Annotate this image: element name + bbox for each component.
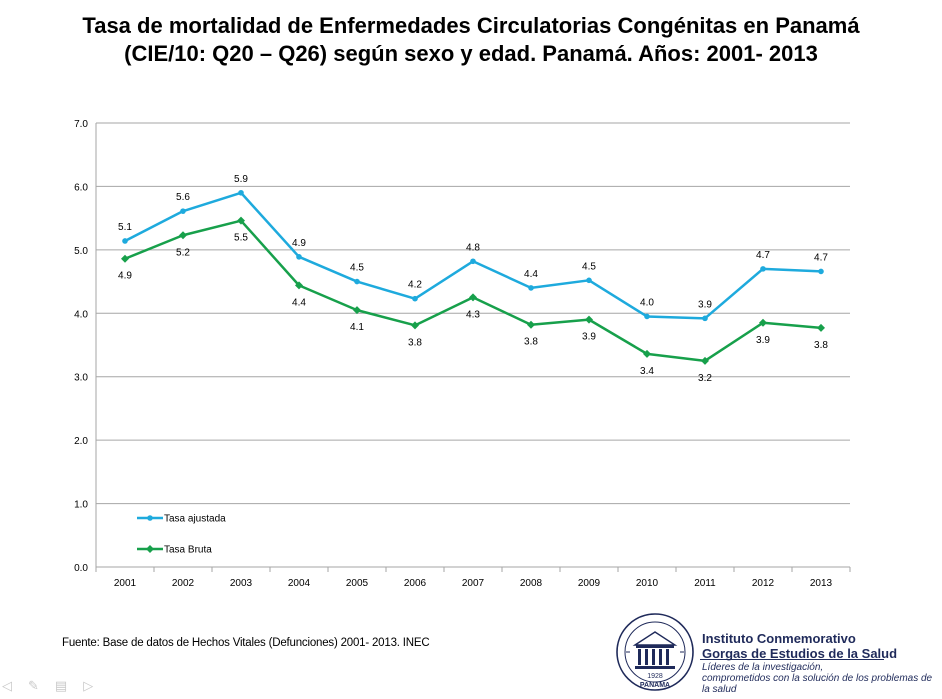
source-note: Fuente: Base de datos de Hechos Vitales … — [62, 637, 430, 649]
chart-title-line2: (CIE/10: Q20 – Q26) según sexo y edad. P… — [124, 41, 818, 66]
data-label: 4.8 — [466, 242, 480, 253]
data-label: 3.4 — [640, 366, 654, 377]
x-tick-label: 2008 — [520, 578, 543, 589]
data-label: 3.9 — [698, 299, 712, 310]
data-point — [411, 321, 419, 330]
data-label: 4.5 — [350, 263, 364, 274]
x-tick-label: 2013 — [810, 578, 833, 589]
data-point — [122, 238, 128, 244]
data-point — [412, 295, 418, 302]
data-point — [586, 277, 592, 284]
data-point — [817, 323, 825, 332]
institution-name: Instituto Conmemorativo Gorgas de Estudi… — [702, 631, 898, 661]
data-label: 4.2 — [408, 280, 422, 291]
x-tick-label: 2006 — [404, 578, 427, 589]
data-point — [121, 254, 129, 263]
data-point — [759, 318, 767, 327]
x-tick-label: 2002 — [172, 578, 195, 589]
data-label: 5.6 — [176, 192, 190, 203]
y-tick-label: 5.0 — [74, 246, 88, 257]
data-label: 4.7 — [756, 250, 770, 261]
next-slide-icon[interactable]: ▷ — [83, 678, 94, 693]
data-point — [180, 208, 186, 214]
y-tick-label: 1.0 — [74, 500, 88, 511]
data-label: 3.8 — [524, 337, 538, 348]
y-tick-label: 6.0 — [74, 182, 88, 193]
legend-label: Tasa Bruta — [164, 545, 212, 556]
data-label: 3.9 — [582, 332, 596, 343]
data-point — [469, 293, 477, 302]
x-tick-label: 2001 — [114, 578, 137, 589]
y-tick-label: 0.0 — [74, 563, 88, 574]
data-point — [238, 189, 244, 196]
data-label: 3.2 — [698, 373, 712, 384]
data-point — [179, 231, 187, 240]
data-point — [585, 315, 593, 324]
data-point — [644, 313, 650, 320]
data-label: 3.8 — [408, 337, 422, 348]
x-tick-label: 2010 — [636, 578, 659, 589]
legend-marker — [147, 515, 153, 521]
y-tick-label: 3.0 — [74, 373, 88, 384]
data-point — [528, 285, 534, 291]
seal-label: PANAMA — [640, 682, 670, 689]
legend-label: Tasa ajustada — [164, 514, 226, 525]
seal-year: 1928 — [647, 673, 663, 680]
data-label: 4.5 — [582, 261, 596, 272]
data-point — [354, 278, 360, 285]
data-label: 3.9 — [756, 335, 770, 346]
data-point — [353, 306, 361, 315]
institution-tagline: Líderes de la investigación, comprometid… — [702, 662, 933, 695]
data-label: 5.9 — [234, 174, 248, 185]
data-point — [643, 349, 651, 358]
data-label: 4.7 — [814, 252, 828, 263]
data-point — [527, 320, 535, 329]
institution-seal-logo: 1928 PANAMA — [616, 613, 694, 691]
x-tick-label: 2004 — [288, 578, 311, 589]
y-tick-label: 2.0 — [74, 436, 88, 447]
data-point — [237, 216, 245, 225]
data-point — [760, 266, 766, 272]
data-label: 4.9 — [292, 238, 306, 249]
institution-divider — [700, 659, 884, 660]
data-point — [295, 281, 303, 290]
x-tick-label: 2011 — [694, 578, 716, 589]
data-label: 5.2 — [176, 247, 190, 258]
legend-marker — [146, 545, 154, 553]
previous-slide-icon[interactable]: ◁ — [2, 678, 12, 693]
data-point — [296, 254, 302, 260]
menu-icon[interactable]: ▤ — [54, 678, 68, 693]
data-label: 4.1 — [350, 322, 364, 333]
slide-nav-controls[interactable]: ◁ ✎ ▤ ▷ — [2, 678, 93, 694]
x-tick-label: 2009 — [578, 578, 601, 589]
data-label: 4.0 — [640, 297, 654, 308]
chart-title: Tasa de mortalidad de Enfermedades Circu… — [0, 12, 942, 68]
data-label: 4.3 — [466, 309, 480, 320]
x-tick-label: 2012 — [752, 578, 775, 589]
x-tick-label: 2003 — [230, 578, 253, 589]
data-point — [470, 258, 476, 265]
pen-icon[interactable]: ✎ — [28, 678, 39, 693]
data-label: 4.9 — [118, 271, 132, 282]
data-point — [701, 356, 709, 365]
x-tick-label: 2005 — [346, 578, 369, 589]
chart-title-line1: Tasa de mortalidad de Enfermedades Circu… — [82, 13, 860, 38]
data-label: 4.4 — [524, 269, 538, 280]
data-label: 3.8 — [814, 340, 828, 351]
x-tick-label: 2007 — [462, 578, 485, 589]
data-label: 5.5 — [234, 233, 248, 244]
data-point — [702, 315, 708, 322]
y-tick-label: 7.0 — [74, 119, 88, 130]
data-label: 4.4 — [292, 297, 306, 308]
y-tick-label: 4.0 — [74, 309, 88, 320]
data-point — [818, 268, 824, 275]
data-label: 5.1 — [118, 222, 132, 233]
